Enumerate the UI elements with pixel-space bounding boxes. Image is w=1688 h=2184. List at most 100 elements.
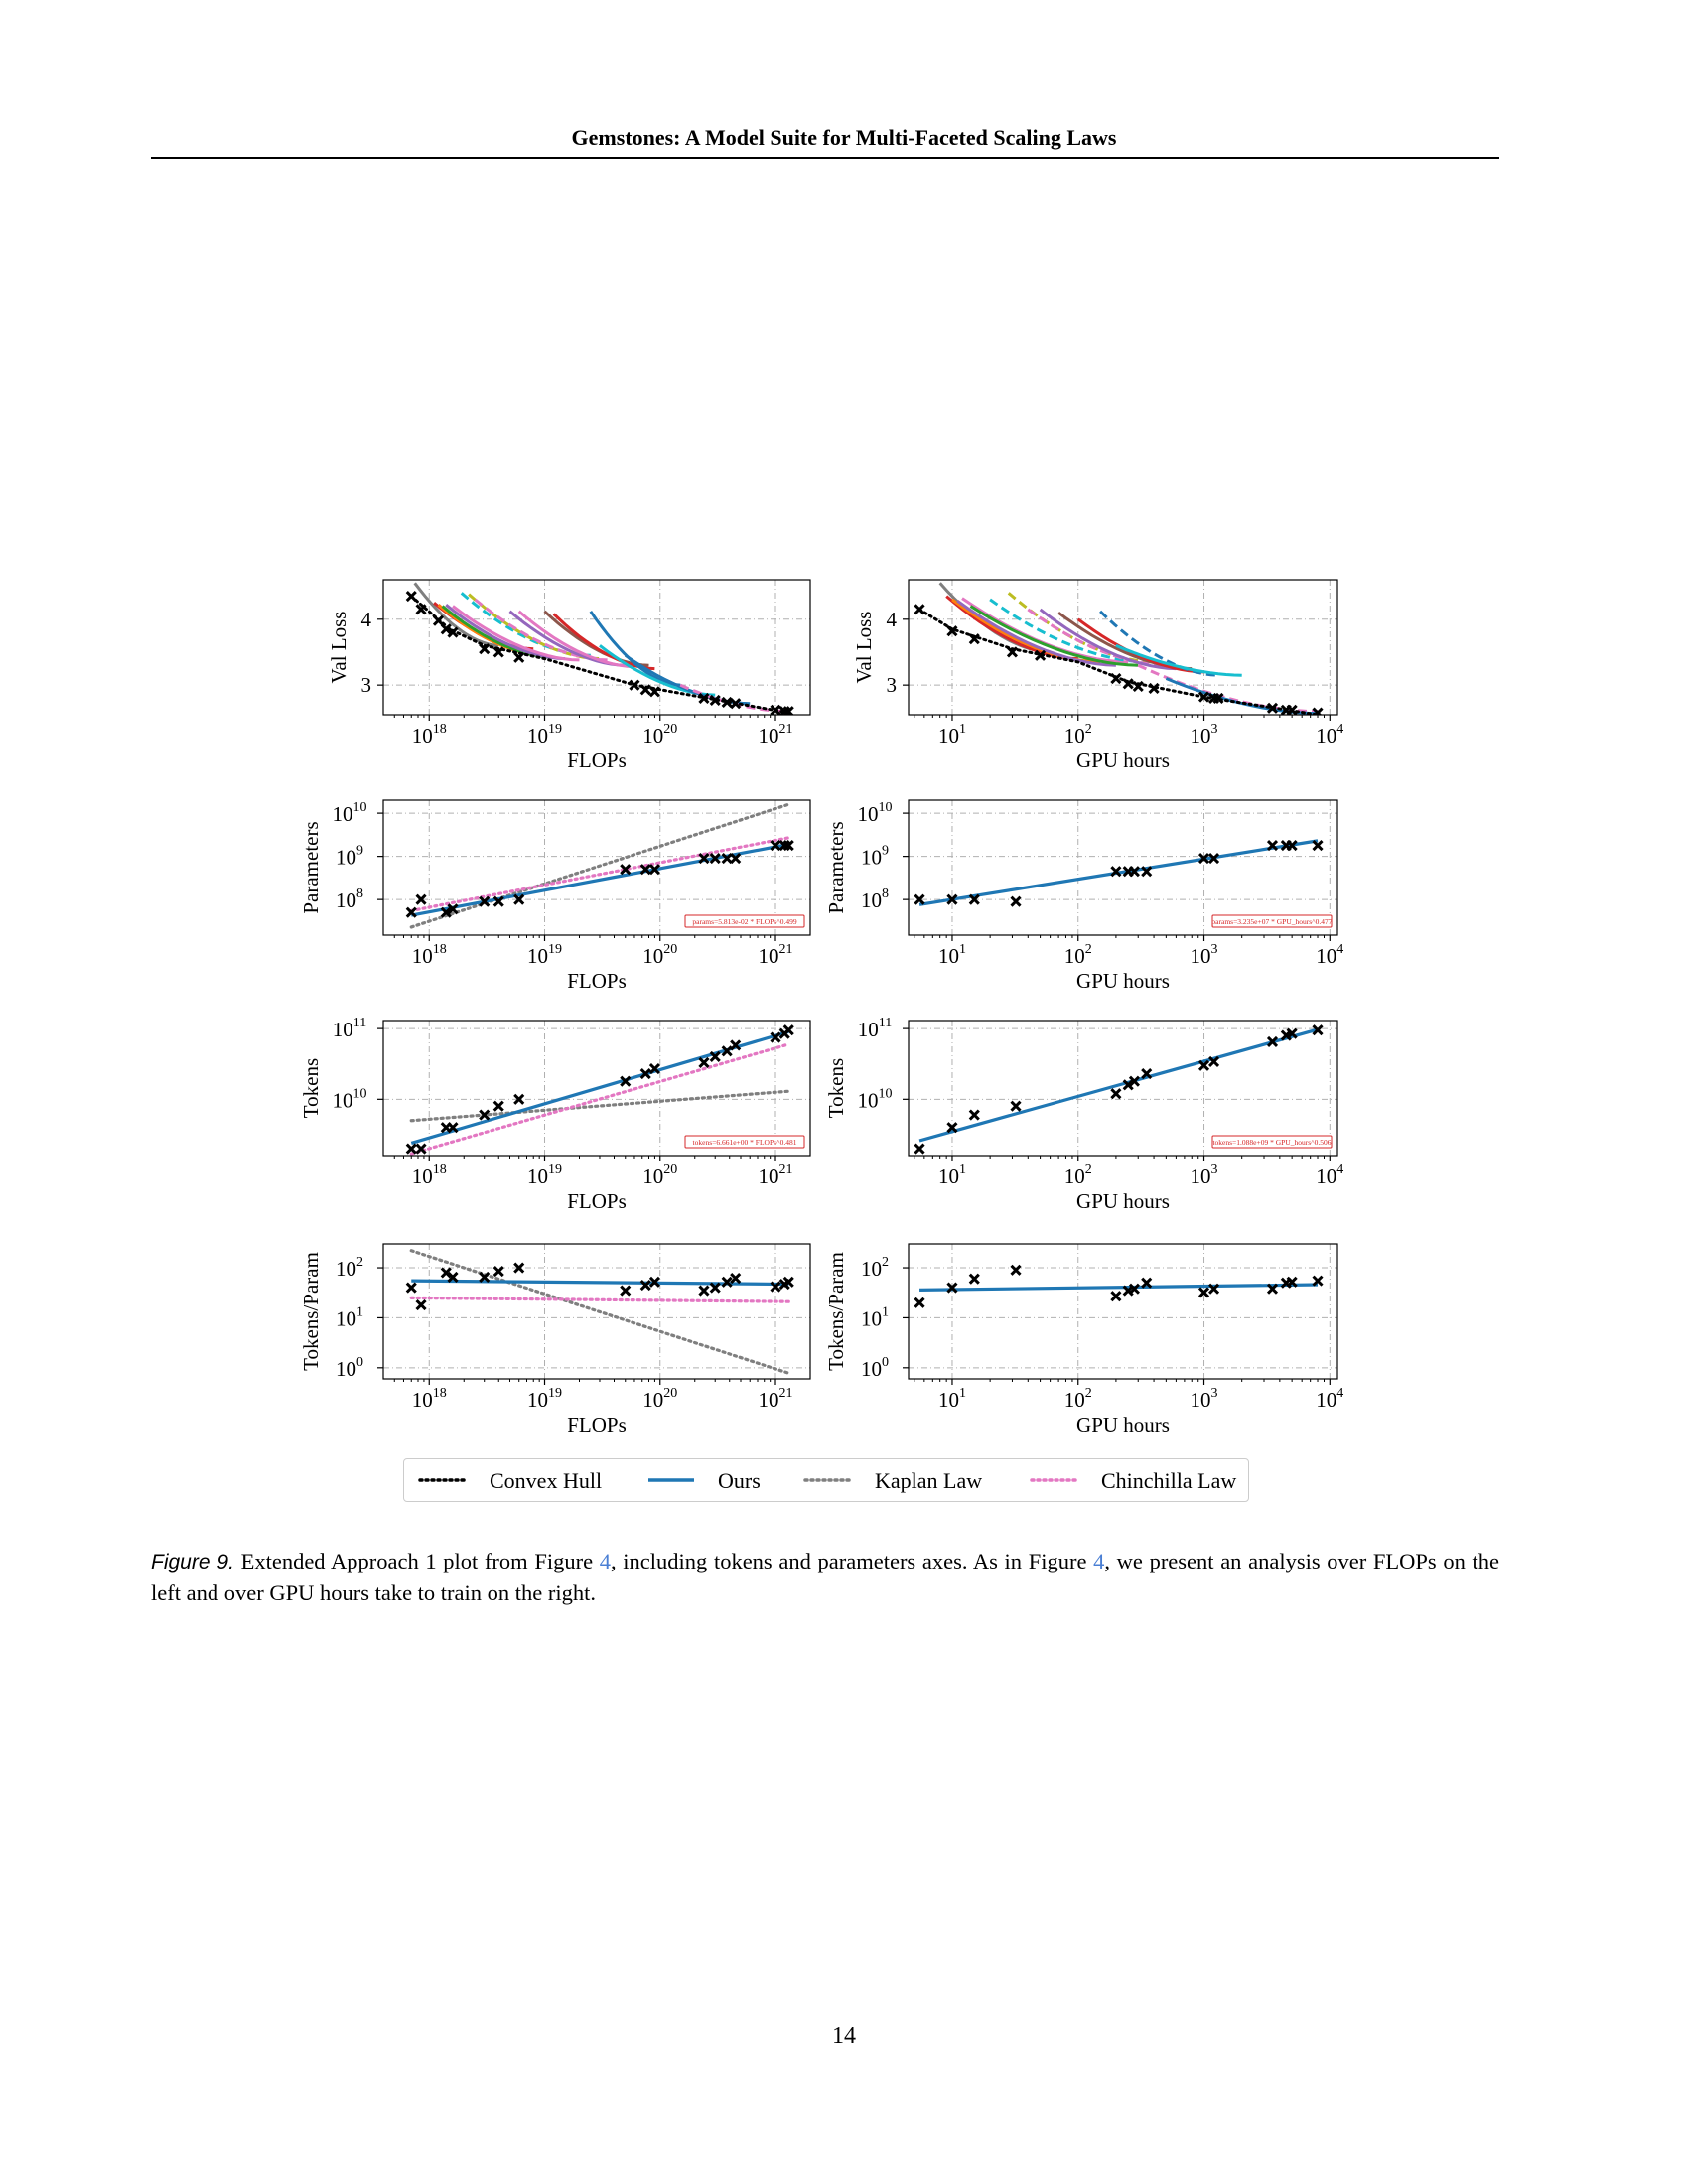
data-point-marker bbox=[698, 692, 710, 704]
plot-area bbox=[405, 1024, 794, 1156]
data-point-marker bbox=[968, 1273, 980, 1285]
x-tick-label: 104 bbox=[1316, 1162, 1343, 1188]
plot-area bbox=[914, 1024, 1324, 1155]
y-tick-label: 3 bbox=[361, 673, 372, 697]
x-axis-label: FLOPs bbox=[567, 1413, 627, 1436]
axes-frame bbox=[382, 799, 811, 936]
axes-frame bbox=[382, 1243, 811, 1380]
running-title: Gemstones: A Model Suite for Multi-Facet… bbox=[571, 125, 1117, 150]
data-point-marker bbox=[914, 1143, 925, 1155]
header-rule bbox=[151, 157, 1499, 159]
x-tick-label: 1021 bbox=[759, 1162, 793, 1188]
data-point-marker bbox=[1128, 1283, 1141, 1295]
data-point-marker bbox=[440, 906, 452, 918]
y-tick-exponent: 8 bbox=[882, 887, 889, 901]
training-curve bbox=[468, 593, 601, 661]
data-point-marker bbox=[648, 864, 660, 876]
axes-frame bbox=[382, 1020, 811, 1157]
x-tick-label: 103 bbox=[1191, 1386, 1218, 1412]
x-tick-exponent: 19 bbox=[548, 722, 562, 737]
data-point-marker bbox=[914, 893, 925, 905]
plot-area bbox=[405, 802, 794, 929]
x-tick-exponent: 18 bbox=[433, 1386, 447, 1401]
y-tick-exponent: 8 bbox=[356, 887, 363, 901]
data-point-marker bbox=[721, 1276, 733, 1288]
x-tick-exponent: 21 bbox=[779, 1386, 793, 1401]
data-point-marker bbox=[620, 864, 632, 876]
data-point-marker bbox=[968, 1109, 980, 1121]
page-number: 14 bbox=[832, 2023, 856, 2049]
fit-equation-box bbox=[684, 1135, 805, 1149]
y-tick-label: 1011 bbox=[333, 1016, 366, 1041]
data-point-marker bbox=[1110, 1291, 1122, 1302]
x-tick-label: 101 bbox=[938, 722, 966, 748]
x-axis-label: GPU hours bbox=[1076, 1413, 1170, 1436]
y-tick-exponent: 10 bbox=[353, 800, 367, 815]
x-tick-label: 1018 bbox=[412, 1386, 447, 1412]
x-axis-label: FLOPs bbox=[567, 749, 627, 772]
data-point-marker bbox=[1286, 839, 1298, 852]
y-tick-label: 4 bbox=[887, 608, 898, 631]
data-point-marker bbox=[479, 895, 491, 907]
data-point-marker bbox=[415, 1299, 427, 1311]
y-axis-label: Parameters bbox=[824, 821, 848, 913]
x-axis-label: GPU hours bbox=[1076, 969, 1170, 993]
x-tick-exponent: 20 bbox=[663, 1162, 677, 1177]
data-point-marker bbox=[1207, 1283, 1220, 1295]
training-curve bbox=[1115, 643, 1242, 677]
fit-equation-label: params=5.813e-02 * FLOPs^0.499 bbox=[692, 917, 796, 926]
x-tick-label: 104 bbox=[1316, 942, 1343, 968]
x-tick-label: 1020 bbox=[642, 1162, 677, 1188]
x-tick-exponent: 21 bbox=[779, 1162, 793, 1177]
data-point-marker bbox=[1266, 1035, 1279, 1048]
data-point-marker bbox=[1035, 649, 1047, 661]
legend-label-convex-hull: Convex Hull bbox=[490, 1468, 603, 1493]
axes-frame bbox=[908, 579, 1338, 716]
plot-area bbox=[914, 839, 1324, 907]
data-point-marker bbox=[1312, 1024, 1324, 1036]
y-tick-label: 102 bbox=[336, 1255, 363, 1281]
data-point-marker bbox=[730, 1272, 742, 1285]
data-point-marker bbox=[513, 1093, 525, 1105]
chinchilla-swatch bbox=[1030, 1478, 1079, 1482]
x-tick-label: 101 bbox=[938, 942, 966, 968]
plot-area bbox=[914, 1264, 1324, 1308]
data-point-marker bbox=[492, 646, 504, 658]
x-tick-label: 1021 bbox=[759, 1386, 793, 1412]
ours-swatch bbox=[648, 1478, 694, 1482]
data-point-marker bbox=[447, 1271, 459, 1284]
training-curve bbox=[452, 605, 580, 662]
x-tick-label: 102 bbox=[1064, 1162, 1092, 1188]
data-point-marker bbox=[782, 839, 794, 852]
data-point-marker bbox=[946, 893, 958, 905]
x-tick-exponent: 3 bbox=[1211, 1162, 1218, 1177]
data-point-marker bbox=[492, 895, 504, 907]
caption-figure-ref-1[interactable]: 4 bbox=[599, 1549, 611, 1573]
x-tick-label: 1018 bbox=[412, 1162, 447, 1188]
data-point-marker bbox=[1010, 895, 1022, 907]
training-curve bbox=[1099, 610, 1219, 677]
x-tick-exponent: 4 bbox=[1336, 1162, 1343, 1177]
y-tick-exponent: 1 bbox=[356, 1304, 363, 1319]
data-point-marker bbox=[1207, 853, 1220, 865]
y-tick-exponent: 11 bbox=[353, 1016, 366, 1030]
data-point-marker bbox=[698, 853, 710, 865]
x-tick-label: 102 bbox=[1064, 942, 1092, 968]
convex-hull-line bbox=[409, 595, 790, 715]
x-tick-label: 102 bbox=[1064, 722, 1092, 748]
data-point-marker bbox=[415, 604, 427, 615]
data-point-marker bbox=[946, 1122, 958, 1134]
data-point-marker bbox=[1122, 1079, 1134, 1091]
fit-equation-label: tokens=6.661e+00 * FLOPs^0.481 bbox=[693, 1138, 797, 1147]
data-point-marker bbox=[1197, 1287, 1210, 1298]
data-point-marker bbox=[770, 1281, 781, 1293]
data-point-marker bbox=[629, 679, 640, 691]
x-axis-label: GPU hours bbox=[1076, 749, 1170, 772]
caption-figure-ref-2[interactable]: 4 bbox=[1093, 1549, 1105, 1573]
data-point-marker bbox=[946, 1282, 958, 1294]
chinchilla-law-line bbox=[409, 1042, 790, 1156]
training-curve bbox=[1137, 663, 1319, 714]
data-point-marker bbox=[968, 893, 980, 905]
fit-equation-box bbox=[684, 914, 805, 928]
